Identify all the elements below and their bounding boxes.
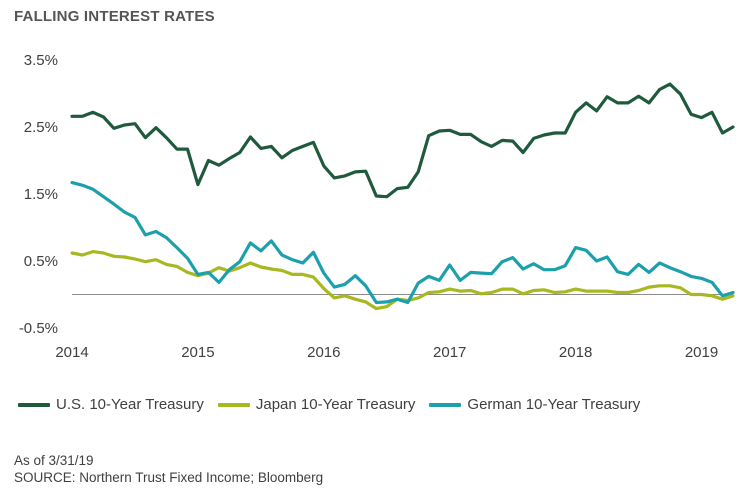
line-chart: -0.5% 0.5% 1.5% 2.5% 3.5% 2014 2015 2016 2017 201… [19,52,735,361]
legend: U.S. 10-Year Treasury Japan 10-Year Trea… [18,396,738,413]
as-of-note: As of 3/31/19 [14,453,94,468]
y-tick-label: 2.5% [24,119,58,136]
footer: As of 3/31/19 SOURCE: Northern Trust Fix… [14,452,323,486]
series-line-german [70,181,735,305]
x-tick-label: 2016 [307,344,340,361]
x-tick-label: 2018 [559,344,592,361]
y-tick-label: 3.5% [24,52,58,69]
series-layer [70,82,735,311]
legend-label-german: German 10-Year Treasury [467,396,641,413]
legend-item-german: German 10-Year Treasury [429,396,640,413]
x-tick-label: 2019 [685,344,718,361]
axes: -0.5% 0.5% 1.5% 2.5% 3.5% 2014 2015 2016 2017 201… [19,52,733,361]
chart-title: FALLING INTEREST RATES [14,8,215,25]
legend-label-us: U.S. 10-Year Treasury [56,396,204,413]
legend-swatch-german [429,402,462,407]
y-tick-label: 0.5% [24,253,58,270]
y-tick-label: 1.5% [24,186,58,203]
y-tick-label: -0.5% [19,320,58,337]
x-tick-label: 2014 [55,344,88,361]
legend-swatch-us [18,402,50,407]
legend-label-japan: Japan 10-Year Treasury [255,396,416,413]
source-note: SOURCE: Northern Trust Fixed Income; Blo… [14,470,324,485]
x-tick-label: 2017 [433,344,466,361]
legend-item-japan: Japan 10-Year Treasury [217,396,416,413]
series-line-us [70,82,735,199]
x-tick-label: 2015 [181,344,214,361]
legend-swatch-japan [217,402,250,407]
legend-item-us: U.S. 10-Year Treasury [18,396,204,413]
